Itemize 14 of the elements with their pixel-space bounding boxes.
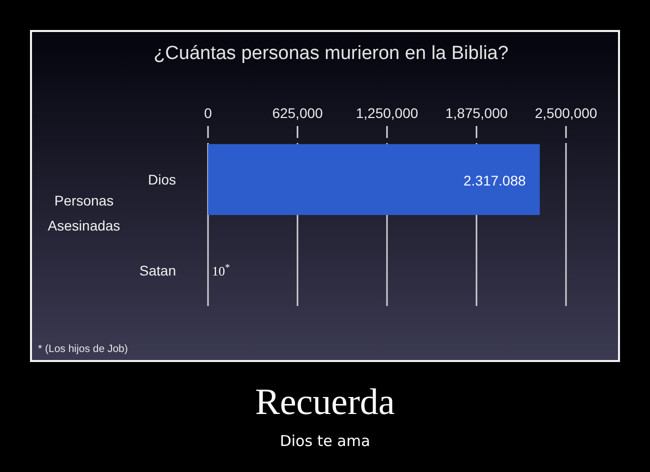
x-tick-label: 0 <box>204 105 212 121</box>
y-axis-title: Personas Asesinadas <box>48 192 120 234</box>
x-tick-label: 2,500,000 <box>534 105 598 121</box>
y-tick-label: Dios <box>148 172 176 188</box>
text: Recuerda <box>255 382 395 423</box>
data-label: 10$^{*}$ <box>212 262 230 278</box>
y-tick-label: Satan <box>139 262 176 278</box>
text: * (Los hijos de Job) <box>38 343 128 355</box>
text: Dios te ama <box>280 432 370 450</box>
x-tick-label: 625,000 <box>272 105 324 121</box>
x-tick-label: 1,250,000 <box>356 105 418 121</box>
data-label: 2.317.088 <box>464 172 526 189</box>
x-tick-label: 1,875,000 <box>445 105 508 121</box>
chart-title: ¿Cuántas personas murieron en la Biblia? <box>154 43 508 64</box>
